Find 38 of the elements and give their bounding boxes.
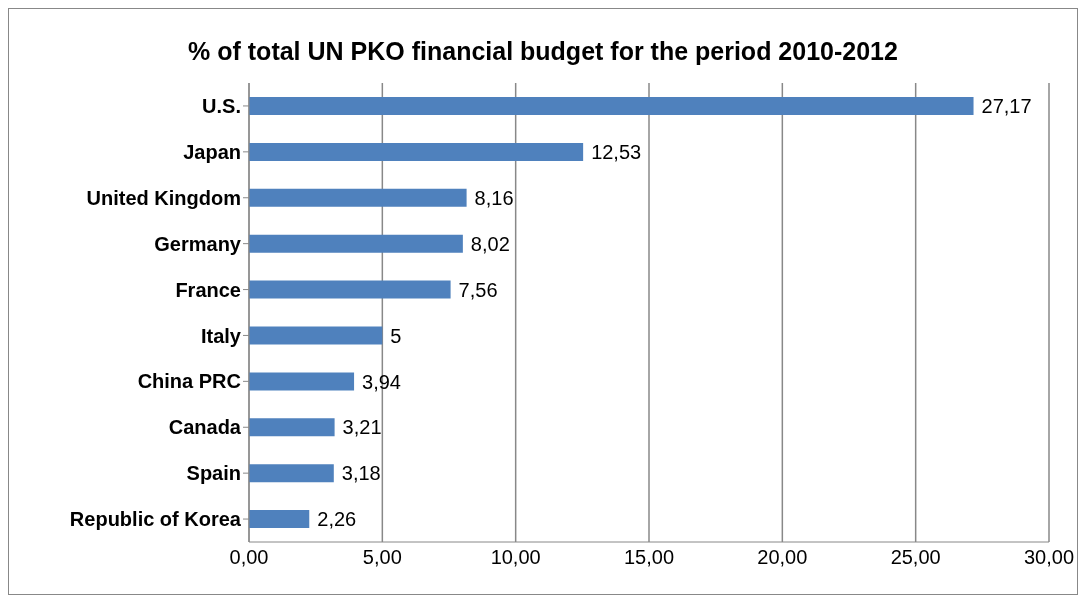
x-tick-label: 20,00 xyxy=(757,546,808,569)
bar xyxy=(249,464,334,483)
data-label: 2,26 xyxy=(317,508,357,531)
x-tick-label: 0,00 xyxy=(229,546,269,569)
x-tick-label: 30,00 xyxy=(1023,546,1075,569)
y-tick-label: Spain xyxy=(186,462,241,485)
bar xyxy=(249,234,463,253)
x-tick-label: 25,00 xyxy=(890,546,941,569)
bar xyxy=(249,326,383,345)
y-tick-label: France xyxy=(175,278,241,301)
y-tick-label: Republic of Korea xyxy=(69,508,242,531)
x-tick-label: 15,00 xyxy=(623,546,675,569)
data-label: 27,17 xyxy=(981,95,1032,118)
y-tick-label: China PRC xyxy=(137,370,241,393)
data-label: 5 xyxy=(390,324,402,347)
bar xyxy=(249,372,355,391)
bar xyxy=(249,280,451,299)
bar xyxy=(249,188,467,207)
bar xyxy=(249,97,974,115)
data-label: 8,16 xyxy=(474,186,514,209)
data-label: 7,56 xyxy=(458,278,498,301)
x-tick-label: 10,00 xyxy=(490,546,541,569)
y-tick-label: United Kingdom xyxy=(86,186,241,209)
bar xyxy=(249,142,584,161)
data-label: 3,18 xyxy=(341,462,381,485)
y-tick-label: Japan xyxy=(183,140,241,163)
y-tick-label: Canada xyxy=(168,416,242,439)
chart-title: % of total UN PKO financial budget for the period 2010-2012 xyxy=(187,36,899,67)
y-tick-label: U.S. xyxy=(202,95,241,118)
data-label: 8,02 xyxy=(470,232,510,255)
data-label: 3,94 xyxy=(362,370,401,393)
y-tick-label: Italy xyxy=(200,324,242,347)
data-label: 12,53 xyxy=(591,141,642,163)
y-tick-label: Germany xyxy=(154,232,242,255)
x-tick-label: 5,00 xyxy=(362,546,402,569)
bar xyxy=(249,510,310,529)
bar xyxy=(249,418,335,437)
data-label: 3,21 xyxy=(342,416,382,439)
